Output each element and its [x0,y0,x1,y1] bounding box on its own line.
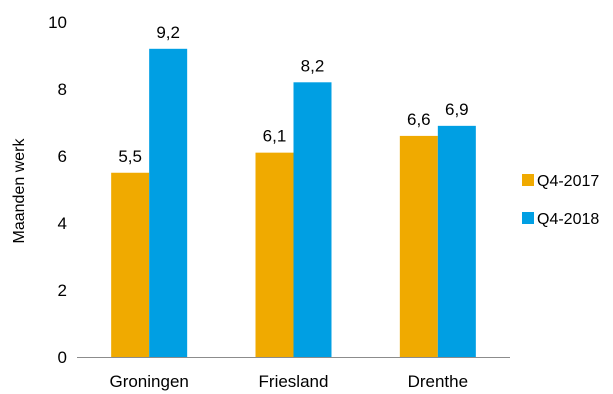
bar-drenthe-q4-2017 [399,135,438,357]
data-label: 8,2 [301,56,325,75]
x-axis-ticks: Groningen Friesland Drenthe [109,372,468,391]
bars [111,48,476,358]
data-labels: 5,5 9,2 6,1 8,2 6,6 6,9 [118,23,468,166]
y-axis-title: Maanden werk [11,138,28,244]
bar-friesland-q4-2018 [293,82,332,358]
bar-friesland-q4-2017 [255,152,294,357]
legend-swatch-q4-2017 [522,174,534,186]
bar-drenthe-q4-2018 [437,125,476,357]
bar-groningen-q4-2018 [149,48,188,358]
legend-label: Q4-2017 [537,173,599,190]
bar-groningen-q4-2017 [111,172,150,357]
data-label: 6,1 [263,127,287,146]
x-tick-label: Friesland [259,372,329,391]
y-tick-label: 10 [48,13,67,32]
legend: Q4-2017 Q4-2018 [522,173,599,228]
legend-swatch-q4-2018 [522,212,534,224]
data-label: 6,9 [445,100,469,119]
y-axis-ticks: 0 2 4 6 8 10 [48,13,67,367]
y-tick-label: 8 [58,80,67,99]
y-tick-label: 0 [58,348,67,367]
y-tick-label: 2 [58,281,67,300]
x-tick-label: Drenthe [408,372,468,391]
y-tick-label: 4 [58,214,67,233]
y-tick-label: 6 [58,147,67,166]
data-label: 5,5 [118,147,142,166]
data-label: 9,2 [156,23,180,42]
legend-label: Q4-2018 [537,211,599,228]
x-tick-label: Groningen [109,372,188,391]
data-label: 6,6 [407,110,431,129]
